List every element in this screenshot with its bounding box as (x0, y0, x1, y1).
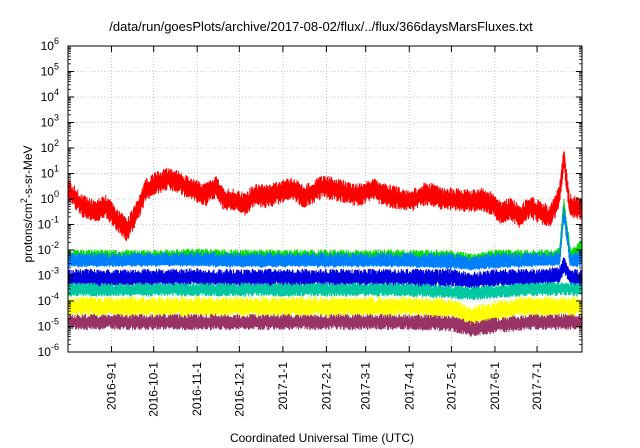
y-tick-label: 10-6 (38, 342, 59, 359)
x-tick-label: 2017-1-1 (276, 362, 290, 410)
data-series-line (67, 206, 583, 275)
y-tick-label: 10-5 (38, 317, 59, 334)
chart-title: /data/run/goesPlots/archive/2017-08-02/f… (109, 19, 533, 34)
data-series-line (67, 313, 583, 337)
x-tick-label: 2017-4-1 (402, 362, 416, 410)
x-tick-label: 2017-2-1 (319, 362, 333, 410)
x-tick-label: 2017-7-1 (530, 362, 544, 410)
y-axis-label-post: -s-sr-MeV (21, 145, 35, 198)
x-tick-label: 2017-5-1 (444, 362, 458, 410)
series-layer (67, 151, 583, 337)
y-axis-label-sup: 2 (19, 198, 29, 203)
y-tick-label: 100 (41, 189, 59, 206)
x-tick-label: 2017-3-1 (359, 362, 373, 410)
x-tick-label: 2016-11-1 (190, 362, 204, 416)
x-tick-label: 2016-9-1 (105, 362, 119, 410)
y-tick-label: 103 (41, 113, 59, 130)
y-tick-label: 105 (41, 62, 59, 79)
y-tick-label: 101 (41, 164, 59, 181)
x-axis-label: Coordinated Universal Time (UTC) (230, 431, 414, 445)
x-tick-label: 2016-12-1 (232, 362, 246, 417)
y-tick-label: 10-2 (38, 240, 59, 257)
y-axis-ticks: 10-6 10-5 10-4 10-3 10-2 10-1 100 101 102 103 104 1… (38, 36, 582, 359)
y-tick-label: 104 (41, 87, 59, 104)
data-series-line (67, 281, 583, 301)
x-tick-label: 2016-10-1 (147, 362, 161, 417)
y-tick-label: 10-1 (38, 215, 59, 232)
y-axis-label: protons/cm2-s-sr-MeV (19, 145, 35, 262)
data-series-line (67, 296, 583, 327)
y-tick-label: 102 (41, 138, 59, 155)
x-tick-label: 2017-6-1 (488, 362, 502, 410)
x-axis-ticks: 2016-9-1 2016-10-1 2016-11-1 2016-12-1 2017-… (105, 46, 544, 417)
data-series-line (67, 151, 583, 242)
y-tick-label: 10-3 (38, 266, 59, 283)
data-series-line (67, 257, 583, 290)
y-tick-label: 106 (41, 36, 59, 53)
y-axis-label-pre: protons/cm (21, 203, 35, 262)
y-tick-label: 10-4 (38, 291, 59, 308)
